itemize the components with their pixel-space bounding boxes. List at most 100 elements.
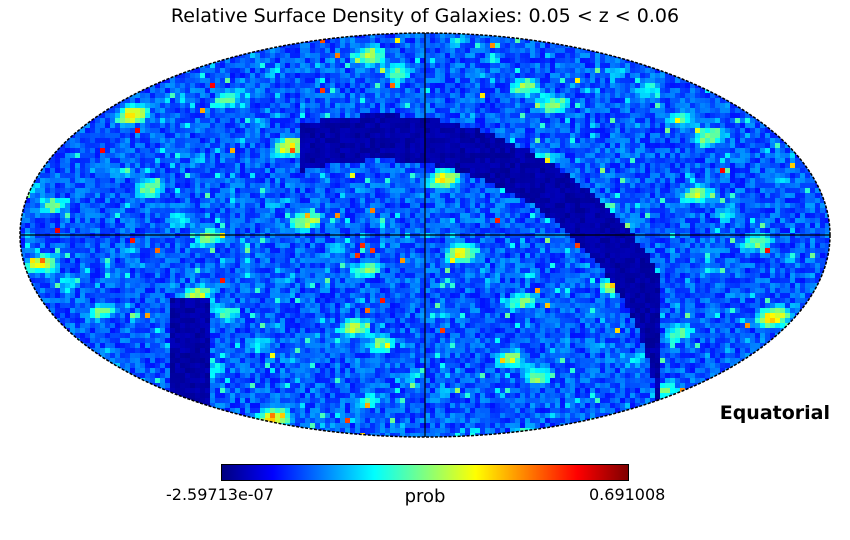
density-pixel	[145, 193, 150, 198]
density-pixel	[255, 223, 260, 228]
density-pixel	[260, 153, 265, 158]
density-pixel	[345, 148, 350, 153]
density-pixel	[180, 168, 185, 173]
density-pixel	[385, 188, 390, 193]
density-pixel	[55, 153, 60, 158]
density-pixel	[345, 58, 350, 63]
density-pixel	[505, 153, 510, 158]
density-pixel	[815, 218, 820, 223]
density-pixel	[295, 218, 300, 223]
density-pixel	[800, 168, 805, 173]
density-pixel	[190, 73, 195, 78]
density-pixel	[110, 113, 115, 118]
density-pixel	[235, 143, 240, 148]
density-pixel	[235, 128, 240, 133]
density-pixel	[80, 188, 85, 193]
density-pixel	[90, 128, 95, 133]
density-pixel	[140, 148, 145, 153]
density-pixel	[255, 78, 260, 83]
density-pixel	[295, 158, 300, 163]
density-pixel	[230, 163, 235, 168]
density-pixel	[515, 163, 520, 168]
density-pixel	[715, 213, 720, 218]
density-pixel	[265, 128, 270, 133]
density-pixel	[640, 208, 645, 213]
density-pixel	[740, 193, 745, 198]
density-pixel	[440, 123, 445, 128]
density-pixel	[715, 168, 720, 173]
density-pixel	[500, 158, 505, 163]
density-pixel	[175, 193, 180, 198]
density-pixel	[730, 213, 735, 218]
density-pixel	[350, 203, 355, 208]
density-pixel	[285, 58, 290, 63]
density-pixel	[295, 178, 300, 183]
density-pixel	[370, 133, 375, 138]
density-pixel	[585, 128, 590, 133]
density-pixel	[510, 48, 515, 53]
density-pixel	[295, 123, 300, 128]
density-pixel	[225, 218, 230, 223]
density-pixel	[125, 198, 130, 203]
density-pixel	[580, 168, 585, 173]
density-pixel	[420, 93, 425, 98]
density-pixel	[370, 88, 375, 93]
density-pixel	[115, 183, 120, 188]
density-pixel	[550, 223, 555, 228]
density-pixel	[340, 108, 345, 113]
density-pixel	[225, 133, 230, 138]
density-pixel	[120, 148, 125, 153]
density-pixel	[360, 198, 365, 203]
density-pixel	[670, 198, 675, 203]
density-pixel	[500, 208, 505, 213]
density-pixel	[530, 73, 535, 78]
density-pixel	[190, 163, 195, 168]
density-pixel	[670, 193, 675, 198]
density-pixel	[595, 58, 600, 63]
density-pixel	[315, 63, 320, 68]
density-pixel	[655, 148, 660, 153]
density-pixel	[685, 208, 690, 213]
density-pixel	[145, 163, 150, 168]
density-pixel	[295, 93, 300, 98]
density-pixel	[185, 183, 190, 188]
density-pixel	[195, 148, 200, 153]
density-pixel	[765, 193, 770, 198]
density-pixel	[780, 203, 785, 208]
density-pixel	[280, 93, 285, 98]
density-pixel	[300, 208, 305, 213]
density-pixel	[385, 33, 390, 38]
density-pixel	[655, 223, 660, 228]
chart-title: Relative Surface Density of Galaxies: 0.…	[170, 5, 680, 27]
density-pixel	[265, 113, 270, 118]
density-pixel	[535, 208, 540, 213]
density-pixel	[565, 173, 570, 178]
density-pixel	[575, 68, 580, 73]
density-pixel	[630, 168, 635, 173]
density-pixel	[120, 213, 125, 218]
density-pixel	[615, 208, 620, 213]
density-pixel	[490, 48, 495, 53]
density-pixel	[355, 78, 360, 83]
density-pixel	[385, 63, 390, 68]
density-pixel	[415, 158, 420, 163]
density-pixel	[330, 63, 335, 68]
density-pixel	[685, 168, 690, 173]
density-pixel	[280, 138, 285, 143]
density-pixel	[200, 93, 205, 98]
density-pixel	[105, 158, 110, 163]
density-pixel	[280, 103, 285, 108]
density-pixel	[560, 58, 565, 63]
density-pixel	[805, 168, 810, 173]
density-pixel	[365, 143, 370, 148]
density-pixel	[135, 223, 140, 228]
density-pixel	[70, 218, 75, 223]
density-pixel	[305, 198, 310, 203]
density-pixel	[110, 158, 115, 163]
density-pixel	[95, 143, 100, 148]
density-pixel	[350, 63, 355, 68]
density-pixel	[785, 218, 790, 223]
density-pixel	[485, 38, 490, 43]
density-pixel	[590, 73, 595, 78]
density-pixel	[760, 218, 765, 223]
